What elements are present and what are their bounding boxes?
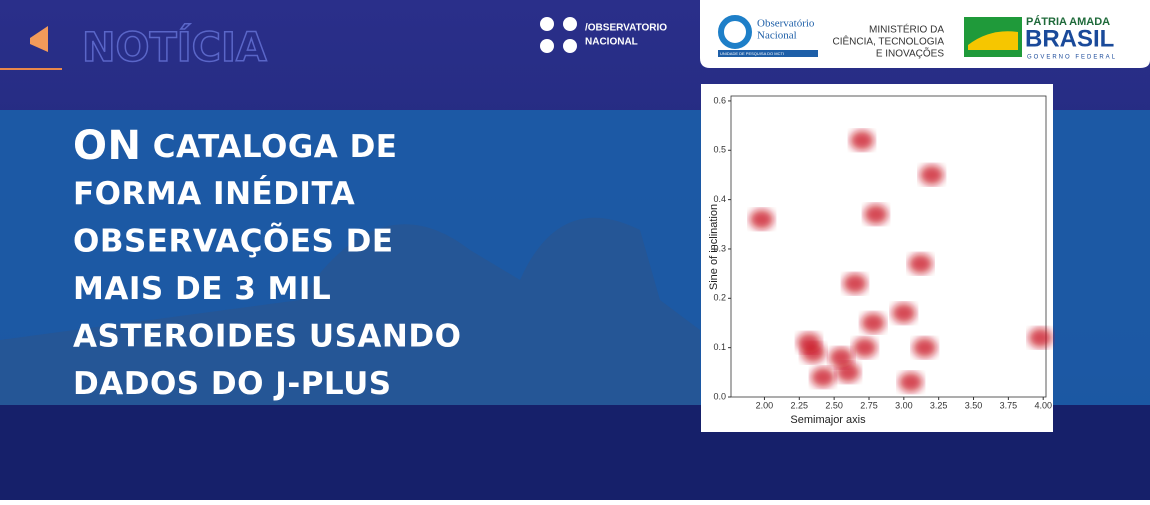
density-cluster <box>863 204 888 225</box>
density-cluster <box>912 337 937 358</box>
y-tick-label: 0.1 <box>713 342 726 352</box>
density-cluster <box>852 337 877 358</box>
social: NACIONAL <box>585 37 638 48</box>
gov: BRASIL <box>1025 25 1114 52</box>
y-tick-label: 0.6 <box>713 95 726 105</box>
icon <box>540 39 554 53</box>
ministry: MINISTÉRIO DA <box>869 23 944 36</box>
logo-text: Nacional <box>757 30 797 42</box>
chart-bg <box>701 84 1053 432</box>
density-cluster <box>1028 327 1053 348</box>
x-tick-label: 2.50 <box>825 400 843 410</box>
domes <box>0 217 700 405</box>
x-tick-label: 3.50 <box>965 400 983 410</box>
plot-frame <box>730 95 1047 398</box>
section-label: NOTÍCIA <box>82 23 267 71</box>
density-cluster <box>919 164 944 185</box>
gov: PÁTRIA AMADA <box>1026 15 1110 28</box>
density-cluster <box>891 303 916 324</box>
y-tick-label: 0.5 <box>713 145 726 155</box>
icon <box>563 39 577 53</box>
y-tick-label: 0.4 <box>713 194 726 204</box>
headline: OBSERVAÇÕES DE <box>73 223 394 260</box>
density-cluster <box>749 209 774 230</box>
density-cluster <box>850 130 875 151</box>
social: /OBSERVATORIO <box>585 23 667 34</box>
ministry: CIÊNCIA, TECNOLOGIA <box>832 35 944 48</box>
density-cluster <box>843 273 868 294</box>
icon <box>563 17 577 31</box>
logo-strip <box>718 50 818 57</box>
logo-text: UNIDADE DE PESQUISA DO MCTI <box>720 51 784 56</box>
ministry: E INOVAÇÕES <box>876 47 944 60</box>
x-label: Semimajor axis <box>790 414 866 426</box>
gov: GOVERNO FEDERAL <box>1027 55 1117 61</box>
headline: ASTEROIDES USANDO <box>73 319 461 355</box>
megaphone <box>30 26 48 52</box>
density-cluster <box>861 312 886 333</box>
density-cluster <box>797 332 822 353</box>
x-tick-label: 2.00 <box>756 400 774 410</box>
density-cluster <box>829 347 854 368</box>
headline: DADOS DO J-PLUS <box>73 366 392 402</box>
x-tick-label: 4.00 <box>1034 400 1052 410</box>
density-cluster <box>908 253 933 274</box>
headline: MAIS DE 3 MIL <box>73 271 331 307</box>
x-tick-label: 3.25 <box>930 400 948 410</box>
x-tick-label: 3.00 <box>895 400 913 410</box>
headline: FORMA INÉDITA <box>73 176 355 212</box>
x-tick-label: 2.25 <box>791 400 809 410</box>
logo-text: Observatório <box>757 18 815 30</box>
density-cluster <box>898 372 923 393</box>
flag <box>968 31 1018 50</box>
icon <box>540 17 554 31</box>
headline: ON CATALOGA DE <box>73 123 398 169</box>
y-tick-label: 0.2 <box>713 293 726 303</box>
y-tick-label: 0.0 <box>713 391 726 401</box>
x-tick-label: 2.75 <box>860 400 878 410</box>
x-tick-label: 3.75 <box>1000 400 1018 410</box>
density-cluster <box>810 367 835 388</box>
rule <box>0 68 62 70</box>
y-tick-label: 0.3 <box>713 243 726 253</box>
on-logo <box>718 15 752 49</box>
y-label: Sine of inclination <box>708 204 720 290</box>
